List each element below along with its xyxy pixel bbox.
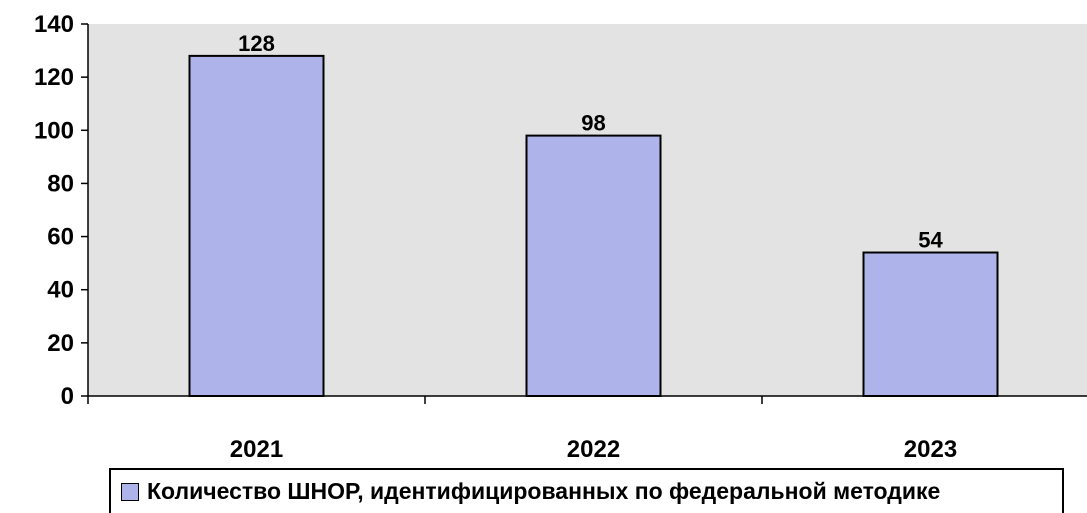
legend-label: Количество ШНОР, идентифицированных по ф… (147, 478, 941, 504)
y-tick-label: 0 (61, 383, 74, 410)
x-tick-label-2022: 2022 (567, 436, 620, 463)
x-tick-label-2023: 2023 (904, 436, 957, 463)
y-tick-label: 100 (34, 117, 74, 144)
bars: 128 98 54 (188, 31, 999, 398)
y-tick-label: 80 (47, 170, 74, 197)
legend: Количество ШНОР, идентифицированных по ф… (109, 468, 1064, 513)
chart-canvas: 0 20 40 60 80 100 120 140 2021 2022 2023 128 98 54 (34, 11, 1087, 463)
bar-2021 (188, 54, 325, 398)
data-label-2021: 128 (238, 31, 275, 56)
x-tick-label-2021: 2021 (230, 436, 283, 463)
data-label-2022: 98 (581, 111, 605, 136)
y-tick-label: 60 (47, 224, 74, 251)
bar-2023 (862, 251, 999, 397)
x-axis: 2021 2022 2023 (87, 395, 1087, 463)
y-axis: 0 20 40 60 80 100 120 140 (34, 11, 89, 410)
legend-swatch (121, 482, 139, 501)
data-label-2023: 54 (918, 228, 943, 253)
y-tick-label: 40 (47, 277, 74, 304)
y-tick-label: 140 (34, 11, 74, 38)
bar-2022 (525, 134, 662, 397)
y-tick-label: 20 (47, 330, 74, 357)
y-tick-label: 120 (34, 64, 74, 91)
